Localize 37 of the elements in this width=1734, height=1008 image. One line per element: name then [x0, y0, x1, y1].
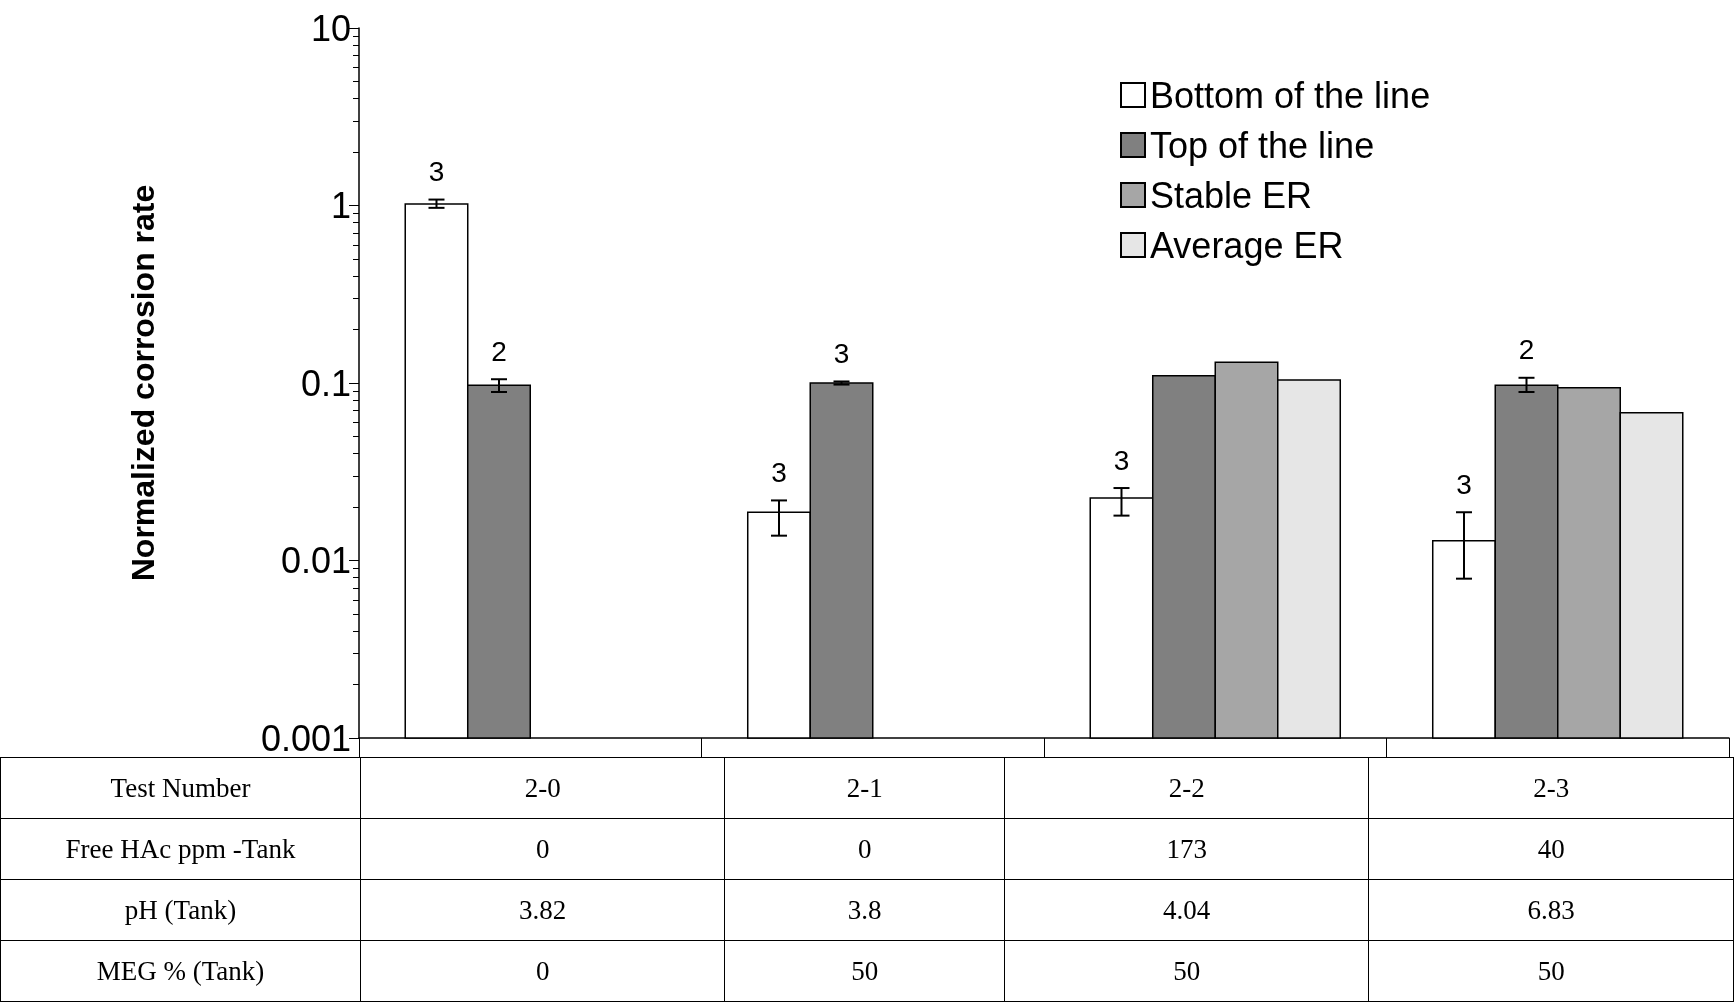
y-tick-label: 0.01: [280, 540, 351, 581]
legend-label: Stable ER: [1150, 174, 1313, 216]
annotation: 2: [1518, 334, 1535, 366]
legend-label: Bottom of the line: [1150, 74, 1431, 116]
text: 3.82: [360, 879, 725, 941]
x-tick-label: 2-3: [1368, 757, 1734, 819]
text: MEG % (Tank): [0, 940, 361, 1002]
x-axis-title: Test Number: [0, 757, 361, 819]
text: 0: [360, 940, 725, 1002]
text: 50: [1368, 940, 1734, 1002]
annotation: 3: [1113, 444, 1130, 476]
text: 50: [1004, 940, 1369, 1002]
text: 3.8: [724, 879, 1005, 941]
y-axis-title: Normalized corrosion rate: [125, 184, 161, 582]
annotation: 3: [833, 337, 850, 369]
annotation: 3: [428, 156, 445, 188]
text: 40: [1368, 818, 1734, 880]
annotation: 2: [491, 335, 507, 367]
y-tick-label: 1: [330, 185, 351, 226]
text: 0: [360, 818, 725, 880]
annotation: 3: [1456, 468, 1472, 500]
text: 4.04: [1004, 879, 1369, 941]
text: 50: [724, 940, 1005, 1002]
legend-label: Average ER: [1150, 224, 1344, 266]
text: 0: [724, 818, 1005, 880]
legend-label: Top of the line: [1150, 124, 1375, 166]
x-tick-label: 2-2: [1004, 757, 1369, 819]
x-tick-label: 2-0: [360, 757, 725, 819]
y-tick-label: 0.1: [300, 362, 351, 404]
annotation: 3: [771, 456, 787, 488]
text: pH (Tank): [0, 879, 361, 941]
y-tick-label: 0.001: [260, 717, 351, 759]
y-tick-label: 10: [310, 7, 351, 49]
x-tick-label: 2-1: [724, 757, 1005, 819]
text: 6.83: [1368, 879, 1734, 941]
text: 173: [1004, 818, 1369, 880]
text: Free HAc ppm -Tank: [0, 818, 361, 880]
